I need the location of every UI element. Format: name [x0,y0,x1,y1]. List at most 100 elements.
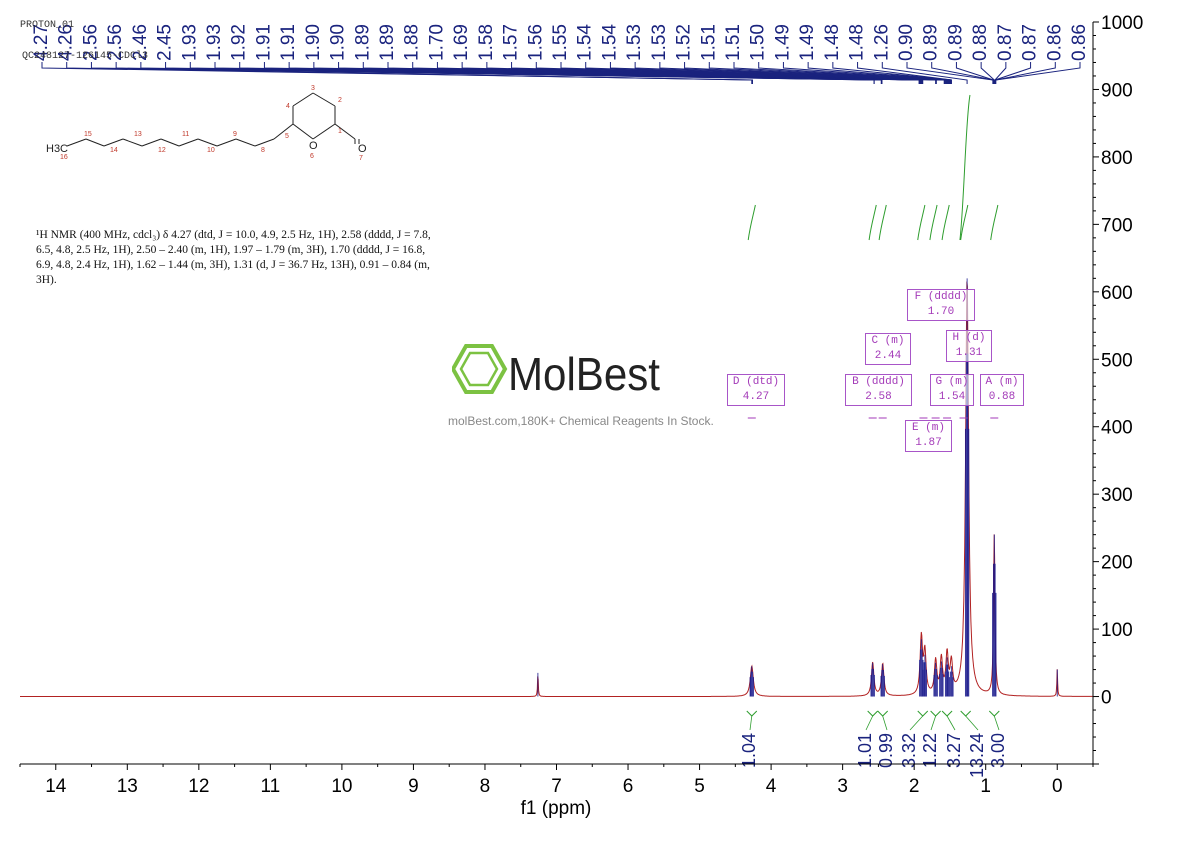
peak-label: 1.49 [772,24,793,61]
peak-label: 1.57 [501,24,522,61]
chemical-bond [160,138,180,147]
y-tick-label: 1000 [1101,13,1143,34]
structure-atom-label: 1 [338,128,342,135]
multiplet-shift: 4.27 [742,391,770,403]
integral-bracket [960,710,972,717]
integral-bracket [917,710,929,717]
integral-bracket [867,710,879,717]
x-tick-label: 9 [408,776,419,797]
multiplet-box: B (dddd) 2.58 [845,374,912,406]
multiplet-label: E (m) [911,422,945,434]
multiplet-shift: 2.44 [874,350,902,362]
peak-label: 1.70 [426,24,447,61]
structure-atom-label: 6 [310,153,314,160]
x-tick-label: 5 [694,776,705,797]
peak-label-connectors [41,62,1081,84]
chemical-bond [216,138,237,147]
peak-label: 1.89 [377,24,398,61]
peak-label-connector [994,62,1032,84]
integral-curve [747,204,756,241]
peak-label-connector [955,62,995,84]
peak-label-connector [980,62,995,84]
peak-label: 0.87 [1020,24,1041,61]
peak-label: 0.89 [945,24,966,61]
peak-label: 0.90 [896,24,917,61]
integral-connector [909,715,924,731]
multiplet-shift: 2.58 [865,391,892,403]
integral-bracket [877,710,889,717]
chemical-bond [292,92,314,107]
peak-label: 1.49 [797,24,818,61]
y-tick-label: 500 [1101,350,1133,371]
experiment-name: PROTON_01 [20,20,75,31]
y-tick-label: 200 [1101,553,1133,574]
y-tick-label: 100 [1101,620,1133,641]
y-tick-label: 600 [1101,283,1133,304]
integral-bracket [930,710,941,717]
peak-label: 1.90 [303,24,324,61]
integral-curve [929,204,938,241]
peak-label: 1.92 [229,24,250,61]
integral-connector [882,715,888,731]
x-tick-label: 13 [117,776,138,797]
multiplet-label: A (m) [985,376,1019,388]
y-tick-label: 0 [1101,688,1112,709]
peak-label: 1.91 [278,24,299,61]
multiplet-shift: 1.87 [915,437,942,449]
peak-label: 4.27 [31,24,52,61]
peak-label: 1.52 [674,24,695,61]
integral-bracket [988,710,1000,717]
peak-label: 1.58 [476,24,497,61]
x-axis-label: f1 (ppm) [521,798,592,819]
peak-label: 1.93 [204,24,225,61]
integral-connector [749,715,753,731]
x-tick-label: 11 [260,776,280,797]
chemical-bond [178,138,199,147]
x-tick-label: 12 [188,776,209,797]
multiplet-label: C (m) [871,335,905,347]
peak-label: 1.54 [599,24,620,61]
integral-curve [878,204,887,241]
peak-label: 1.50 [748,24,769,61]
peak-label: 0.88 [970,24,991,61]
peak-label: 2.46 [130,24,151,61]
peak-label-connector [684,62,950,84]
multiplet-box: F (dddd) 1.70 [907,289,975,321]
integral-curve [960,204,969,241]
multiplet-shift: 1.70 [927,306,955,318]
structure-atom-label: 5 [285,133,289,140]
structure-atom-label: 12 [158,147,166,154]
chemical-bond [235,138,256,147]
peak-label: 1.89 [352,24,373,61]
integral-bracket [746,710,758,717]
x-tick-label: 6 [623,776,634,797]
integral-labels: 1.04 1.01 0.99 3.32 1.22 3.27 13.24 3.00 [739,710,1008,778]
peak-label: 2.56 [80,24,101,61]
integral-curve [990,204,999,241]
y-tick-label: 300 [1101,485,1133,506]
integral-connector [965,715,979,731]
integral-curve [959,94,971,241]
chemical-bond [312,92,336,107]
peak-label-connector [758,62,951,84]
peak-label-connector [994,62,1007,84]
integral-label: 1.01 [855,733,875,768]
structure-atom-label: 7 [359,155,363,162]
peak-label: 2.45 [155,24,176,61]
spectrum-line [20,281,1093,697]
integral-label: 3.00 [988,733,1008,768]
chemical-bond [292,123,314,140]
multiplet-label: G (m) [935,376,969,388]
peak-label: 0.87 [995,24,1016,61]
multiplet-box: D (dtd) 4.27 [727,374,785,406]
peak-label: 1.48 [822,24,843,61]
peak-label-connector [906,62,994,84]
chemical-bond [66,138,87,147]
integral-curves [747,94,999,241]
multiplet-shift: 1.54 [938,391,966,403]
peak-label: 4.26 [56,24,77,61]
peak-label-connector [857,62,952,84]
y-tick-label: 800 [1101,148,1133,169]
